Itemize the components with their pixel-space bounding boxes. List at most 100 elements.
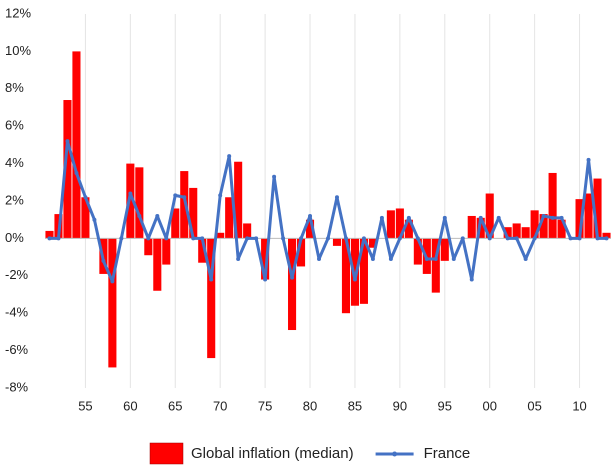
point — [352, 277, 357, 282]
bar — [261, 238, 270, 280]
point — [559, 215, 564, 220]
y-tick-label: 10% — [5, 43, 31, 58]
point — [245, 236, 250, 241]
y-tick-label: 4% — [5, 155, 24, 170]
point — [424, 256, 429, 261]
y-tick-label: 8% — [5, 80, 24, 95]
point — [523, 256, 528, 261]
x-tick-label: 60 — [123, 398, 137, 413]
point — [155, 213, 160, 218]
y-tick-label: 2% — [5, 192, 24, 207]
bar — [243, 223, 252, 239]
point — [281, 236, 286, 241]
bar — [153, 238, 162, 291]
bar — [350, 238, 359, 306]
point — [577, 236, 582, 241]
bar — [359, 238, 368, 304]
point — [505, 236, 510, 241]
bar — [539, 214, 548, 239]
bar — [467, 215, 476, 239]
bar — [584, 193, 593, 239]
point — [137, 213, 142, 218]
x-tick-label: 10 — [572, 398, 586, 413]
point — [326, 236, 330, 241]
point — [236, 256, 241, 261]
bar — [512, 223, 521, 239]
legend-label: Global inflation (median) — [191, 445, 354, 462]
point — [263, 277, 268, 282]
bar — [81, 197, 90, 239]
bar — [557, 219, 566, 239]
point — [469, 277, 474, 282]
bar — [404, 219, 413, 239]
x-tick-label: 55 — [78, 398, 92, 413]
bar — [171, 208, 180, 239]
x-tick-label: 70 — [213, 398, 227, 413]
point — [272, 174, 277, 179]
point — [218, 193, 223, 198]
point — [164, 236, 169, 241]
point — [415, 236, 420, 241]
point — [101, 258, 106, 263]
bar — [593, 178, 602, 239]
point — [110, 279, 115, 284]
point — [550, 215, 555, 220]
point — [487, 236, 492, 241]
bar — [431, 238, 440, 293]
bar — [297, 238, 306, 267]
x-tick-label: 75 — [258, 398, 272, 413]
bar — [575, 199, 584, 239]
y-tick-label: 0% — [5, 230, 24, 245]
bar — [144, 238, 153, 256]
point — [460, 236, 465, 241]
point — [442, 215, 447, 220]
bar — [485, 193, 494, 239]
point — [290, 275, 295, 280]
point — [604, 236, 609, 241]
bar — [198, 238, 207, 263]
point — [532, 236, 537, 241]
point — [182, 195, 187, 200]
legend-marker — [392, 451, 398, 457]
y-tick-label: -4% — [5, 305, 29, 320]
bar — [332, 238, 342, 246]
point — [119, 236, 124, 241]
bar — [216, 232, 225, 239]
bar — [225, 197, 234, 239]
bar — [548, 172, 557, 239]
point — [568, 236, 573, 241]
point — [308, 213, 313, 218]
point — [128, 191, 133, 196]
bar — [234, 161, 243, 239]
point — [65, 139, 70, 144]
legend-swatch — [149, 442, 184, 465]
bar — [395, 208, 404, 239]
point — [343, 236, 348, 241]
point — [334, 195, 339, 200]
x-tick-label: 05 — [527, 398, 541, 413]
bar — [530, 210, 539, 239]
bar — [288, 238, 297, 331]
point — [406, 215, 411, 220]
bar — [413, 238, 422, 265]
point — [173, 193, 178, 198]
point — [227, 154, 232, 159]
bar — [63, 100, 72, 239]
point — [397, 236, 402, 241]
bar — [521, 227, 530, 239]
y-tick-label: -2% — [5, 267, 29, 282]
point — [209, 277, 214, 282]
bar — [189, 187, 198, 239]
legend-label: France — [424, 445, 471, 462]
bar — [162, 238, 171, 265]
point — [370, 256, 375, 261]
point — [514, 236, 519, 241]
x-tick-label: 00 — [482, 398, 496, 413]
point — [47, 236, 52, 241]
bar — [440, 238, 449, 261]
bar — [180, 171, 189, 239]
point — [361, 236, 366, 241]
bar — [503, 227, 512, 239]
bar — [386, 210, 395, 239]
